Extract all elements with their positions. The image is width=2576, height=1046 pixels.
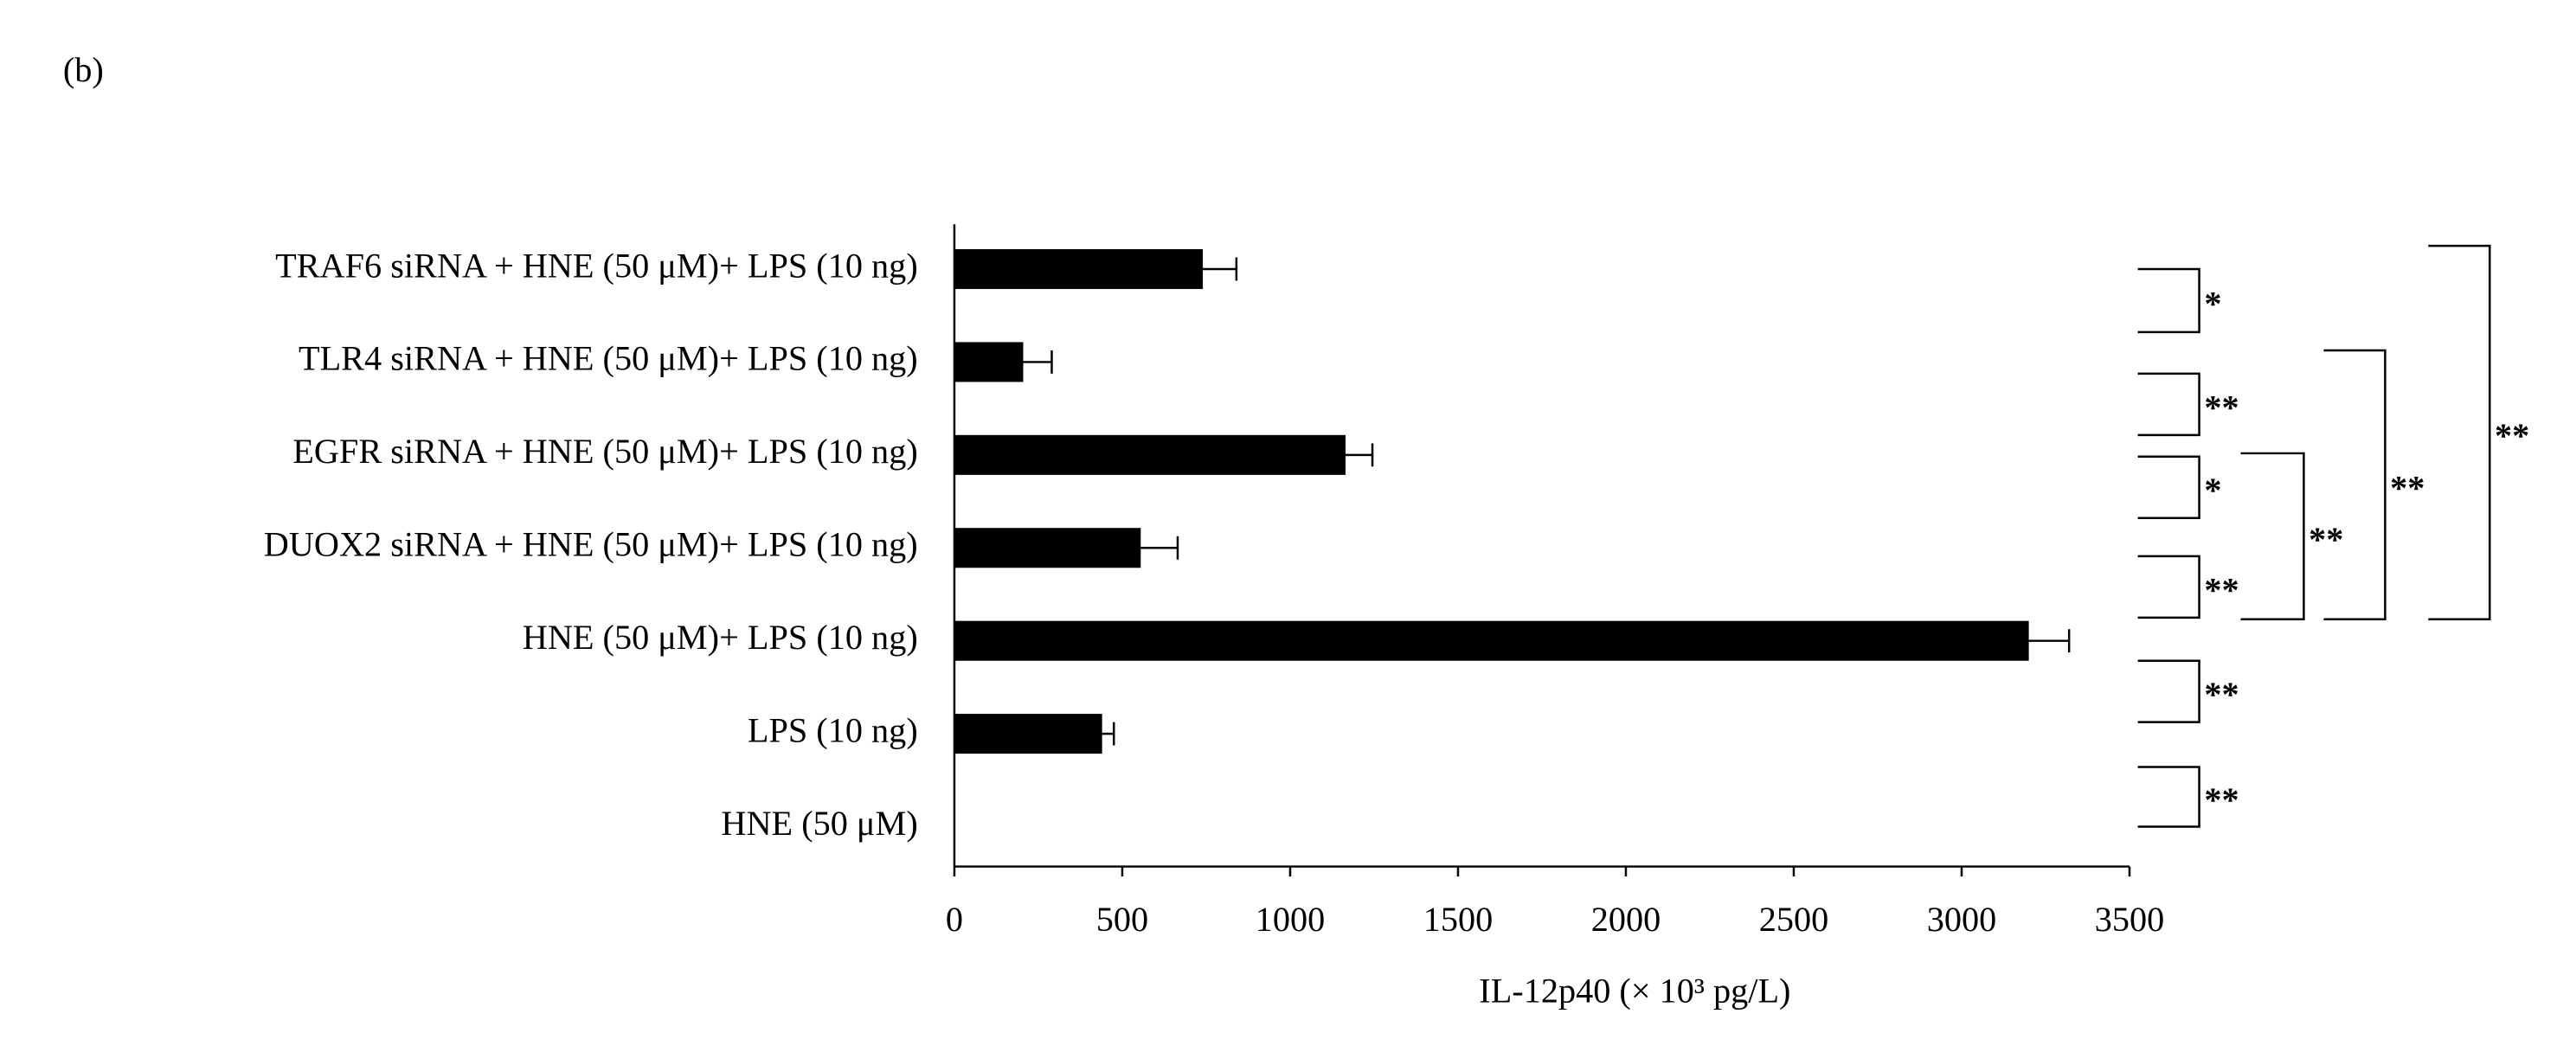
x-axis-label: IL-12p40 (× 10³ pg/L) — [1479, 972, 1790, 1011]
bar — [954, 342, 1024, 382]
y-tick-label: HNE (50 μM) — [721, 804, 917, 843]
significance-label: * — [2204, 284, 2221, 323]
y-tick-label: LPS (10 ng) — [748, 710, 918, 749]
x-tick-label: 3500 — [2095, 900, 2165, 939]
y-tick-label: EGFR siRNA + HNE (50 μM)+ LPS (10 ng) — [292, 432, 917, 471]
significance-label: ** — [2204, 780, 2239, 819]
bar — [954, 714, 1102, 754]
significance-bracket — [2240, 452, 2305, 621]
y-tick-label: HNE (50 μM)+ LPS (10 ng) — [523, 618, 918, 657]
significance-label: ** — [2204, 675, 2239, 714]
significance-bracket — [2137, 455, 2200, 519]
significance-label: ** — [2204, 388, 2239, 427]
significance-bracket — [2137, 766, 2200, 828]
significance-bracket — [2137, 555, 2200, 619]
y-tick-label: TRAF6 siRNA + HNE (50 μM)+ LPS (10 ng) — [275, 246, 918, 285]
significance-label: ** — [2309, 520, 2343, 559]
x-tick-label: 2500 — [1759, 900, 1829, 939]
significance-bracket — [2323, 349, 2386, 621]
x-tick-label: 500 — [1096, 900, 1148, 939]
significance-bracket — [2137, 659, 2200, 723]
significance-label: ** — [2204, 570, 2239, 609]
significance-bracket — [2137, 267, 2200, 334]
x-tick-label: 1000 — [1256, 900, 1326, 939]
significance-label: * — [2204, 471, 2221, 510]
bar — [954, 620, 2029, 661]
significance-label: ** — [2390, 468, 2425, 507]
bar — [954, 249, 1204, 290]
y-tick-label: TLR4 siRNA + HNE (50 μM)+ LPS (10 ng) — [299, 339, 918, 378]
significance-label: ** — [2495, 416, 2529, 455]
x-tick-label: 2000 — [1591, 900, 1661, 939]
bar — [954, 434, 1346, 475]
x-tick-label: 0 — [946, 900, 963, 939]
significance-bracket — [2137, 372, 2200, 437]
y-tick-label: DUOX2 siRNA + HNE (50 μM)+ LPS (10 ng) — [264, 525, 918, 564]
bar — [954, 528, 1141, 568]
x-tick-label: 1500 — [1423, 900, 1494, 939]
significance-bracket — [2428, 244, 2491, 621]
panel-label: (b) — [63, 50, 104, 89]
x-tick-label: 3000 — [1927, 900, 1997, 939]
